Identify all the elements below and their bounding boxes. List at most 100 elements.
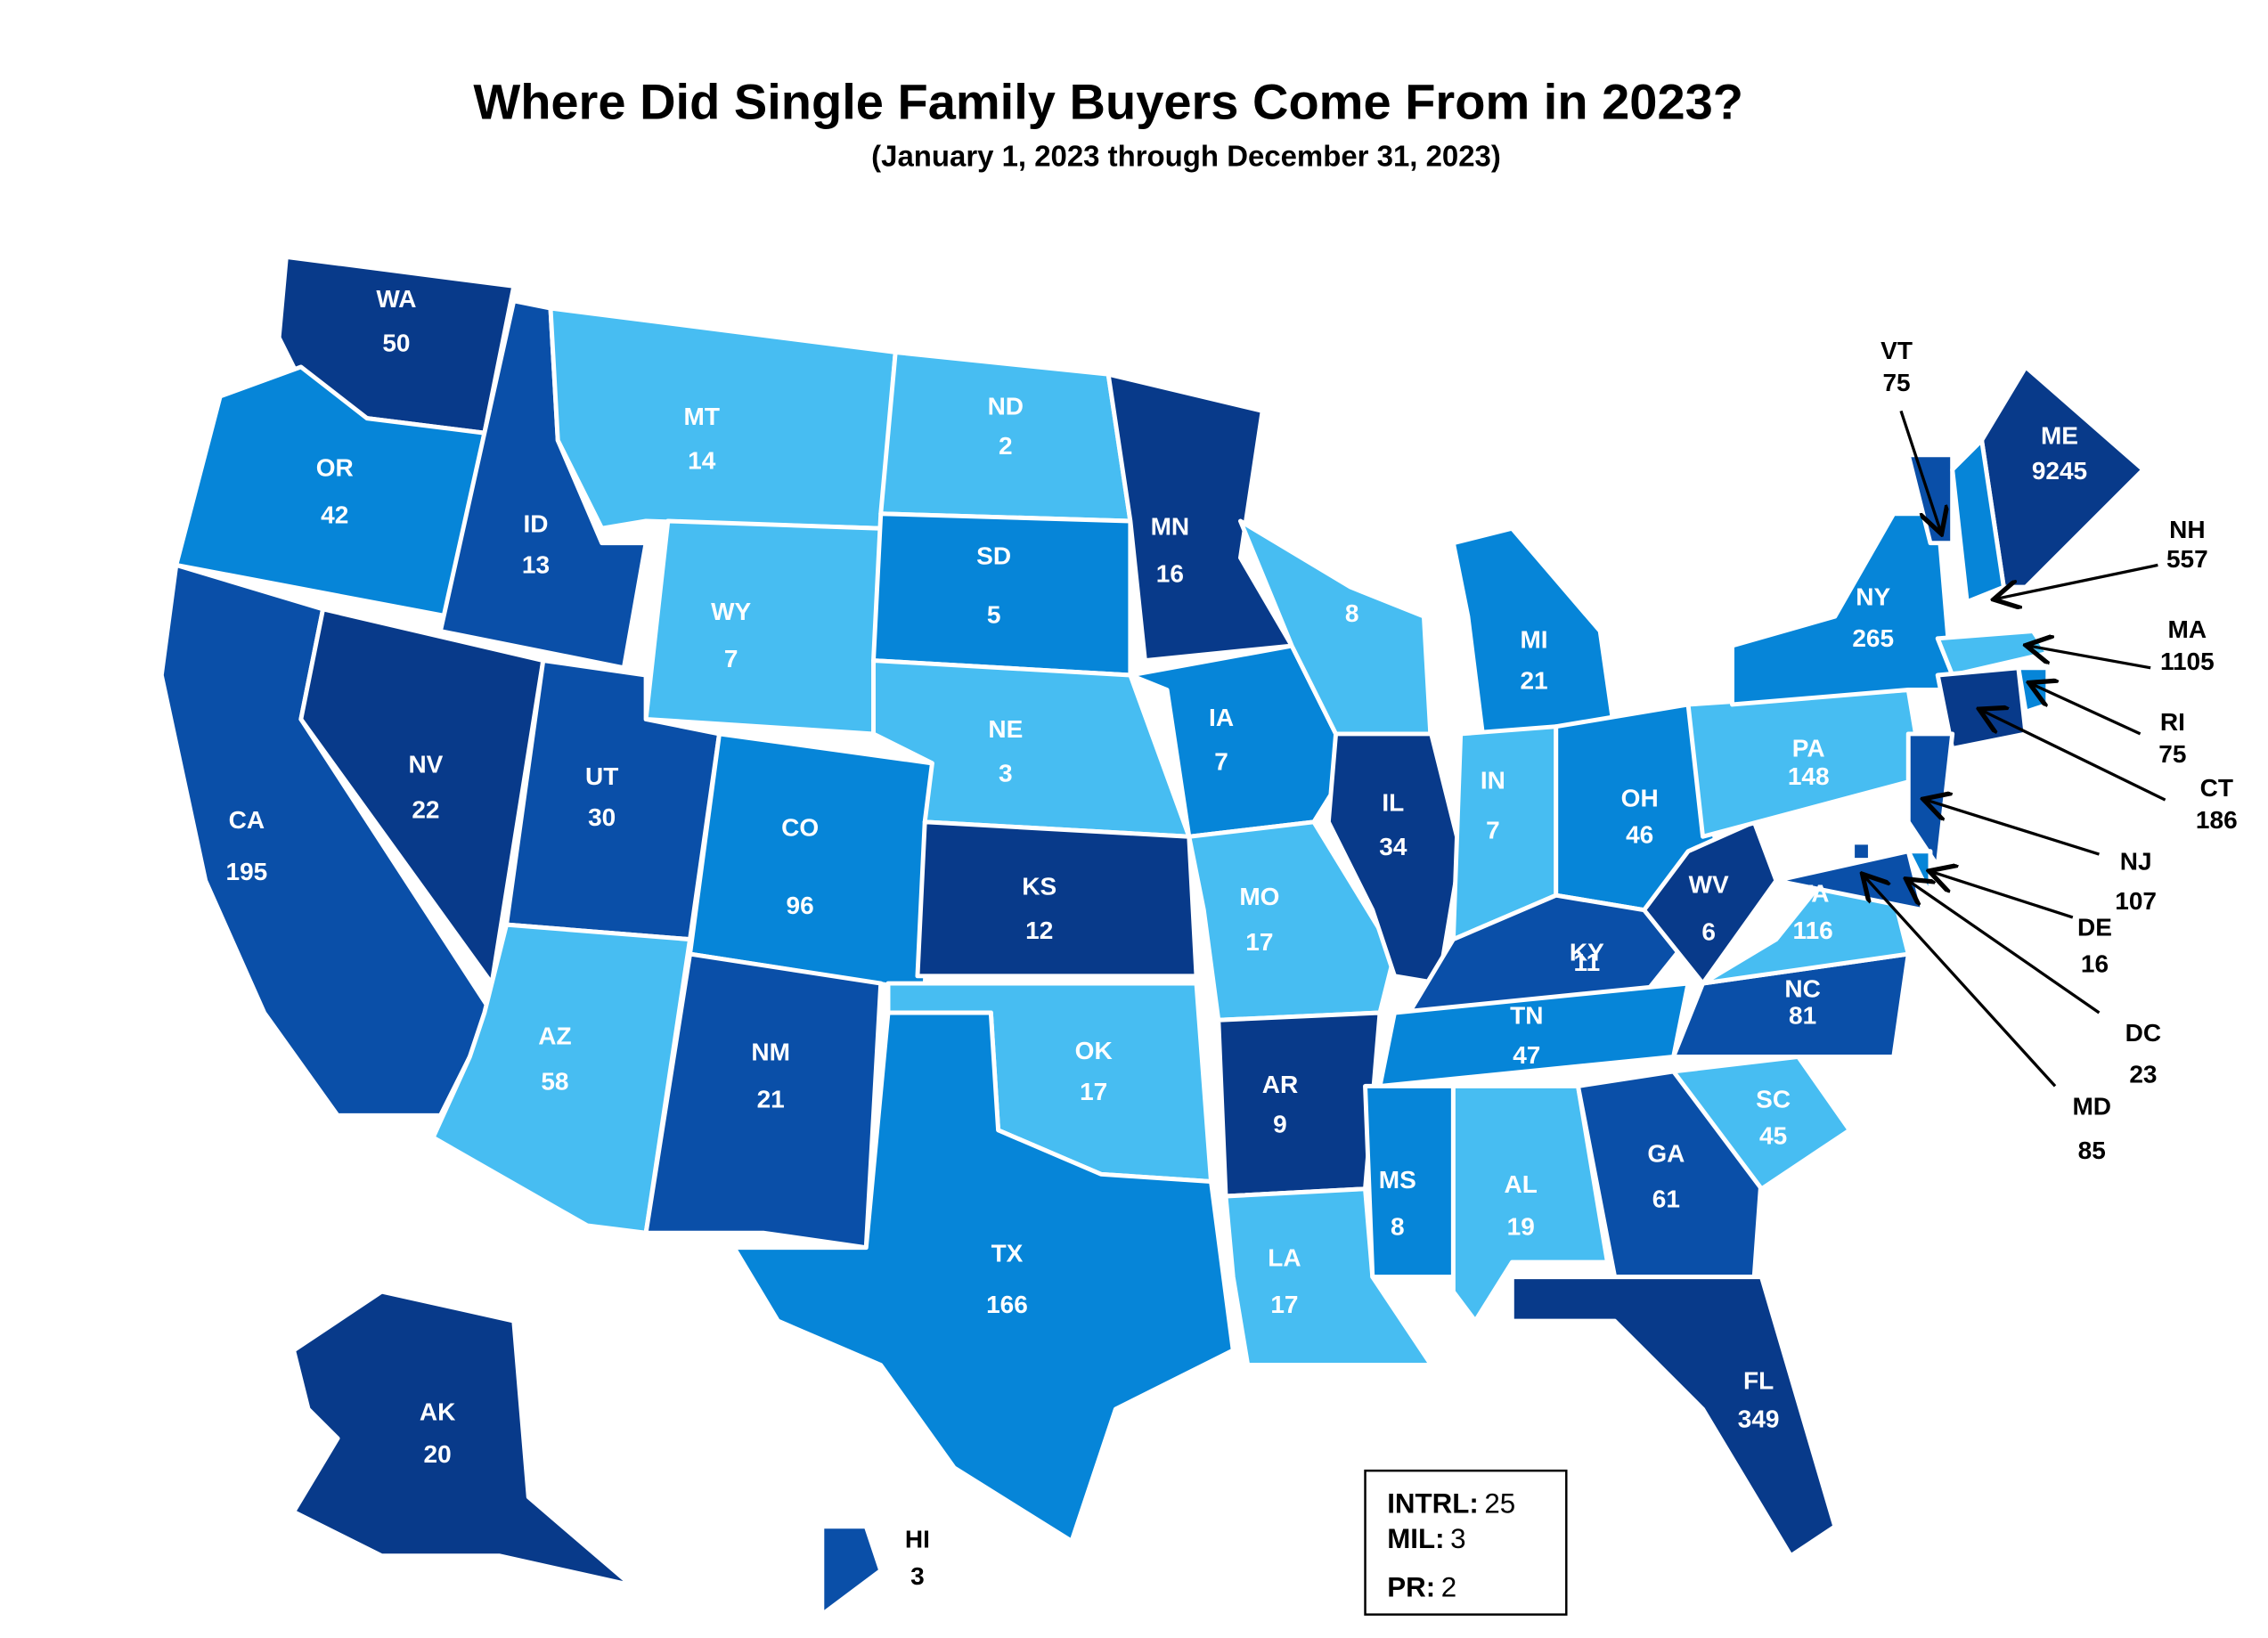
state-abbr: LA <box>1268 1243 1301 1271</box>
state-value: 186 <box>2196 806 2238 834</box>
state-value: 14 <box>688 446 716 474</box>
state-abbr: CT <box>2200 774 2233 802</box>
state-shape <box>1216 1010 1383 1199</box>
state-abbr: FL <box>1743 1367 1774 1395</box>
pointer-arrow <box>2028 646 2151 670</box>
state-value: 116 <box>1793 917 1833 944</box>
subtitle: (January 1, 2023 through December 31, 20… <box>871 140 1501 173</box>
state-value: 58 <box>541 1068 568 1096</box>
state-value: 50 <box>382 330 410 357</box>
state-value: 46 <box>1626 821 1653 849</box>
state-abbr: OR <box>316 454 354 482</box>
state-abbr: CA <box>229 806 265 834</box>
state-value: 9 <box>1273 1110 1287 1137</box>
state-abbr: KY <box>1570 939 1604 966</box>
pointer-arrow <box>1908 881 2101 1015</box>
pointer-arrow <box>1899 410 1940 531</box>
state-abbr: NV <box>408 751 443 778</box>
state-abbr: ND <box>988 393 1024 420</box>
state-shape <box>1223 1186 1434 1367</box>
pointer-arrow <box>1982 711 2166 802</box>
other-origins: INTRL: 25 MIL: 3 PR: 2 <box>1387 1488 1515 1603</box>
state-abbr: OH <box>1621 784 1659 811</box>
state-value: 16 <box>1156 559 1184 587</box>
state-value: 166 <box>986 1291 1028 1318</box>
other-entry: MIL: 3 <box>1387 1524 1465 1555</box>
state-value: 16 <box>2081 950 2109 978</box>
state-value: 34 <box>1379 833 1407 860</box>
state-abbr: MA <box>2168 615 2207 643</box>
pointer-arrow <box>1864 876 2057 1088</box>
state-abbr: ME <box>2041 421 2078 449</box>
state-value: 17 <box>1270 1291 1298 1318</box>
state-value: 7 <box>1486 817 1500 844</box>
state-value: 47 <box>1513 1041 1540 1069</box>
state-shape <box>1642 819 1779 986</box>
state-abbr: MO <box>1239 883 1279 910</box>
state-shape <box>1105 371 1294 664</box>
state-shape <box>643 518 884 737</box>
state-abbr: KS <box>1022 872 1056 900</box>
state-value: 45 <box>1759 1121 1787 1149</box>
state-abbr: WV <box>1689 871 1729 899</box>
state-value: 349 <box>1738 1406 1780 1433</box>
state-shape <box>1509 1275 1838 1559</box>
state-value: 7 <box>724 645 738 672</box>
state-abbr: IA <box>1209 704 1234 731</box>
state-value: 85 <box>2078 1137 2106 1164</box>
state-shape <box>871 511 1133 678</box>
state-value: 5 <box>987 601 1001 629</box>
state-value: 557 <box>2166 545 2208 573</box>
states <box>159 254 2146 1618</box>
state-shape <box>548 306 898 531</box>
state-abbr: ID <box>524 509 549 537</box>
state-abbr: NH <box>2169 516 2205 543</box>
state-shape <box>291 1289 634 1588</box>
state-abbr: VT <box>1880 337 1913 364</box>
state-shape <box>820 1524 884 1618</box>
state-abbr: IN <box>1481 767 1505 795</box>
state-value: 1105 <box>2160 648 2215 675</box>
state-abbr: SC <box>1756 1085 1791 1112</box>
pointer-arrow <box>1996 563 2158 599</box>
other-value: 3 <box>1450 1524 1465 1555</box>
state-abbr: MD <box>2072 1093 2111 1121</box>
state-value: 19 <box>1507 1213 1535 1241</box>
state-abbr: HI <box>905 1526 930 1553</box>
state-shape <box>643 951 884 1251</box>
state-abbr: GA <box>1647 1139 1685 1167</box>
state-value: 17 <box>1245 928 1273 956</box>
state-abbr: SD <box>976 542 1011 570</box>
state-value: 11 <box>1574 949 1601 976</box>
state-abbr: WY <box>711 598 751 625</box>
other-entry: INTRL: 25 <box>1387 1488 1515 1520</box>
state-abbr: WI <box>1337 561 1367 589</box>
state-labels: WA50OR42CA195NV22ID13MT14WY7UT30AZ58CO96… <box>226 285 2238 1590</box>
state-abbr: NY <box>1856 583 1890 611</box>
state-value: 13 <box>522 550 550 578</box>
state-abbr: MI <box>1520 626 1547 654</box>
state-value: 12 <box>1025 917 1053 944</box>
state-abbr: OK <box>1075 1037 1113 1064</box>
title: Where Did Single Family Buyers Come From… <box>473 73 1743 129</box>
state-shape <box>1850 840 1872 863</box>
state-value: 3 <box>910 1562 925 1590</box>
state-value: 22 <box>412 796 439 824</box>
state-value: 2 <box>999 432 1013 460</box>
state-value: 8 <box>1391 1213 1405 1241</box>
state-value: 42 <box>321 501 348 528</box>
other-box <box>1364 1469 1568 1616</box>
state-abbr: DC <box>2125 1019 2161 1047</box>
state-abbr: MS <box>1379 1166 1416 1194</box>
state-value: 17 <box>1080 1078 1107 1105</box>
state-value: 148 <box>1788 762 1830 790</box>
state-shape <box>1671 1054 1852 1192</box>
state-value: 23 <box>2129 1060 2157 1088</box>
state-abbr: RI <box>2160 708 2185 736</box>
state-value: 61 <box>1652 1185 1680 1212</box>
state-abbr: AR <box>1262 1071 1298 1098</box>
state-abbr: AL <box>1505 1170 1538 1198</box>
other-entry: PR: 2 <box>1387 1572 1456 1603</box>
